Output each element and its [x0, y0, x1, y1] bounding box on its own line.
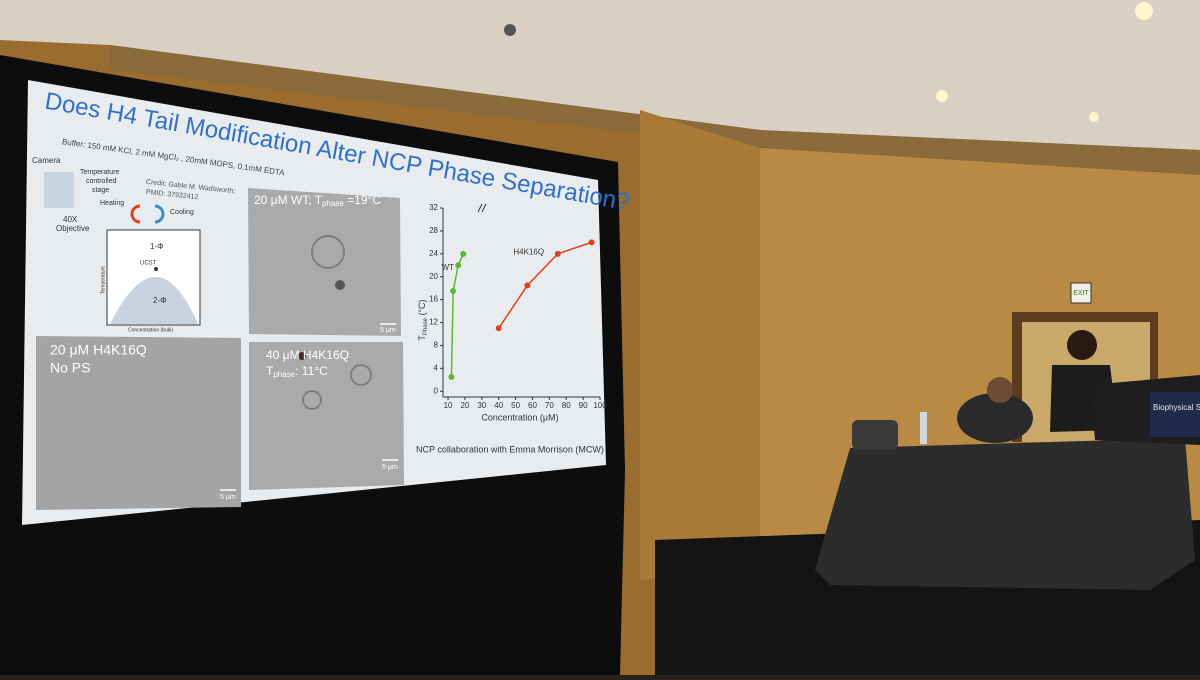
- panel-text: : 11°C: [295, 364, 328, 378]
- micrograph: [249, 342, 404, 490]
- ceiling-light: [1135, 2, 1153, 20]
- panel-text: 20 μM WT; T: [254, 193, 323, 207]
- phase-label: UCST: [140, 261, 157, 267]
- y-label-sub: Phase: [423, 317, 429, 335]
- setup-label: controlled: [86, 178, 116, 185]
- series-label: H4K16Q: [513, 247, 544, 256]
- ceiling: [0, 0, 1200, 150]
- y-axis-label: TPhase (°C): [417, 299, 428, 340]
- setup-label: Temperature: [80, 169, 119, 176]
- panel-label: Tphase: 11°C: [266, 364, 328, 379]
- x-tick-label: 50: [511, 401, 520, 410]
- y-label-main: T: [417, 335, 427, 341]
- x-tick-label: 100: [593, 401, 607, 410]
- setup-label: Objective: [56, 224, 90, 233]
- panel-text: T: [266, 364, 274, 378]
- droplet: [298, 352, 306, 360]
- y-tick-label: 20: [429, 272, 438, 281]
- axis-break: [477, 203, 487, 213]
- x-tick-label: 80: [562, 401, 571, 410]
- y-tick-label: 4: [434, 363, 439, 372]
- y-tick-label: 24: [429, 249, 438, 258]
- y-tick-label: 0: [434, 386, 439, 395]
- phase-axis-label: Temperature: [100, 266, 106, 294]
- setup-label: Camera: [32, 156, 61, 165]
- series-line: [498, 241, 592, 329]
- panel-subscript: phase: [322, 199, 344, 208]
- chair: [852, 420, 898, 450]
- scale-label: 5 μm: [382, 464, 398, 471]
- y-tick-label: 8: [434, 341, 439, 350]
- setup-diagram: [44, 172, 74, 208]
- exit-sign: [1070, 282, 1092, 304]
- micrograph: [248, 188, 401, 336]
- ceiling-edge: [110, 45, 1200, 175]
- y-tick-label: 16: [429, 295, 438, 304]
- x-tick-label: 30: [477, 401, 486, 410]
- phase-label: 1-Φ: [150, 242, 164, 251]
- y-tick-label: 32: [429, 203, 438, 212]
- setup-label: stage: [92, 187, 109, 194]
- droplet: [311, 235, 345, 269]
- bottle: [920, 412, 927, 444]
- ceiling-light: [936, 90, 948, 102]
- series-label: WT: [441, 263, 454, 272]
- x-tick-label: 60: [528, 401, 537, 410]
- data-point: [495, 325, 502, 332]
- setup-label: Heating: [100, 200, 124, 207]
- data-point: [588, 239, 595, 246]
- panel-label: 40 μM H4K16Q: [266, 348, 349, 362]
- data-point: [554, 250, 561, 257]
- x-tick-label: 40: [494, 401, 503, 410]
- micrograph: [36, 336, 241, 510]
- panel-text: =19°C: [344, 193, 381, 207]
- presenter-head: [1067, 330, 1097, 360]
- tablecloth: [815, 438, 1195, 590]
- x-tick-label: 70: [545, 401, 554, 410]
- y-label-unit: (°C): [417, 299, 427, 318]
- y-tick-label: 12: [429, 318, 438, 327]
- person-seated: [957, 393, 1033, 443]
- scale-label: 5 μm: [220, 494, 236, 501]
- series-line: [450, 253, 464, 377]
- y-tick-label: 28: [429, 226, 438, 235]
- droplet: [350, 364, 372, 386]
- scale-label: 5 μm: [380, 327, 396, 334]
- podium-text: Biophysical Socie: [1153, 403, 1200, 412]
- x-tick-label: 20: [460, 401, 469, 410]
- ceiling-light: [504, 24, 516, 36]
- footnote: NCP collaboration with Emma Morrison (MC…: [416, 444, 604, 454]
- ucst-point: [154, 267, 158, 271]
- wall-panel: [640, 110, 760, 580]
- podium-sign: [1150, 392, 1200, 437]
- data-point: [455, 262, 462, 269]
- data-point: [460, 250, 467, 257]
- setup-label: 40X: [63, 215, 78, 224]
- panel-label: 20 μM WT; Tphase =19°C: [254, 193, 381, 208]
- setup-label: Cooling: [170, 209, 194, 216]
- person-head: [987, 377, 1013, 403]
- heating-icon: [130, 204, 141, 224]
- exit-text: EXIT: [1073, 290, 1089, 297]
- panel-label: 20 μM H4K16Q: [50, 342, 147, 358]
- data-point: [524, 282, 531, 289]
- panel-label: No PS: [50, 360, 90, 376]
- panel-subscript: phase: [273, 370, 295, 379]
- droplet: [302, 390, 322, 410]
- data-point: [450, 288, 457, 295]
- data-point: [448, 373, 455, 380]
- cooling-icon: [154, 204, 165, 224]
- droplet: [335, 280, 345, 290]
- phase-dome: [110, 277, 198, 324]
- x-tick-label: 90: [579, 401, 588, 410]
- phase-axis-label: Concentration (bulk): [128, 327, 173, 333]
- phase-label: 2-Φ: [153, 296, 167, 305]
- x-tick-label: 10: [444, 401, 453, 410]
- ceiling-light: [1089, 112, 1099, 122]
- x-axis-label: Concentration (μM): [481, 412, 558, 422]
- chart: TPhase (°C) Concentration (μM) NCP colla…: [416, 203, 607, 454]
